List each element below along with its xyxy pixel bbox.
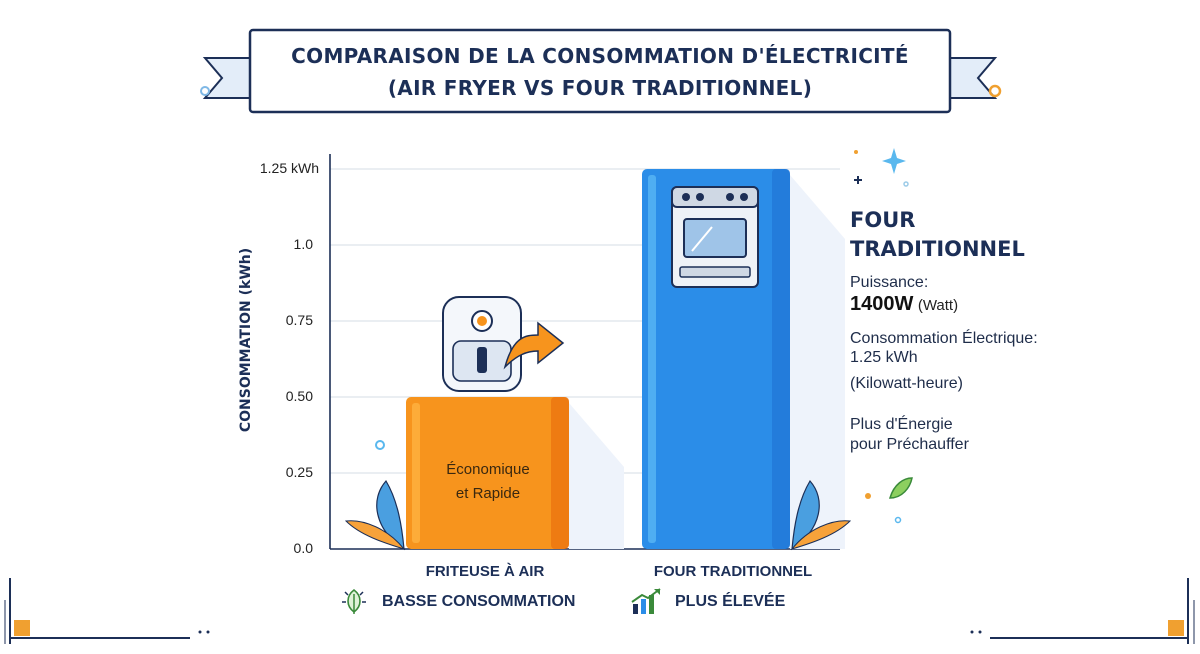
y-tick-label: 1.25 kWh xyxy=(259,160,319,176)
bar xyxy=(406,397,569,549)
y-tick-label: 0.25 xyxy=(285,464,313,480)
power-row: 1400W (Watt) xyxy=(850,293,958,316)
chart-title: COMPARAISON DE LA CONSOMMATION D'ÉLECTRI… xyxy=(262,40,938,104)
title-banner xyxy=(200,28,1002,114)
bar-side xyxy=(772,169,790,549)
bar-shadow xyxy=(790,175,845,549)
consumption-unit: (Kilowatt-heure) xyxy=(850,375,963,392)
corner-ornament-left xyxy=(4,578,210,644)
y-axis-label: CONSOMMATION (kWh) xyxy=(238,247,254,433)
x-tick-label-air-fryer: FRITEUSE À AIR xyxy=(425,563,545,580)
arrow-icon xyxy=(503,321,565,370)
consumption-value: 1.25 kWh xyxy=(850,349,918,366)
title-line-1: COMPARAISON DE LA CONSOMMATION D'ÉLECTRI… xyxy=(291,44,909,68)
badge-low-consumption: BASSE CONSOMMATION xyxy=(382,593,576,610)
y-tick-label: 0.50 xyxy=(285,388,313,404)
bar-highlight xyxy=(648,175,656,543)
badge-higher: PLUS ÉLEVÉE xyxy=(675,593,786,610)
leaf-icon xyxy=(344,520,406,550)
corner-ornament-right xyxy=(970,578,1195,644)
bar-shadow xyxy=(569,403,624,549)
bar-annotation: Économique et Rapide xyxy=(408,458,568,506)
y-tick-label: 0.75 xyxy=(285,312,313,328)
title-line-2: (AIR FRYER VS FOUR TRADITIONNEL) xyxy=(387,76,813,100)
leaf-bulb-icon xyxy=(342,588,366,614)
y-tick-label: 1.0 xyxy=(293,236,313,252)
consumption-label: Consommation Électrique: xyxy=(850,330,1038,347)
oven-icon xyxy=(671,186,759,288)
leaf-icon xyxy=(376,479,405,551)
leaf-icon xyxy=(791,479,820,551)
power-label: Puissance: xyxy=(850,274,929,291)
power-unit: (Watt) xyxy=(917,297,959,314)
bar-side xyxy=(551,397,569,549)
info-title-line-1: FOUR xyxy=(850,208,916,232)
deco-circle xyxy=(200,86,210,96)
x-tick-label-oven: FOUR TRADITIONNEL xyxy=(653,563,813,580)
oven-info-panel: FOUR TRADITIONNEL xyxy=(850,206,1025,264)
y-tick-label: 0.0 xyxy=(293,540,313,556)
leaf-icon xyxy=(865,477,913,524)
note-line-2: pour Préchauffer xyxy=(850,436,969,453)
bar-highlight xyxy=(412,403,420,543)
air-fryer-icon xyxy=(442,296,522,392)
leaf-icon xyxy=(790,520,852,550)
sparkle-icon xyxy=(854,148,909,187)
deco-dots xyxy=(375,440,385,450)
bar-annotation-line: Économique xyxy=(446,461,530,478)
note-line-1: Plus d'Énergie xyxy=(850,416,953,433)
info-title-line-2: TRADITIONNEL xyxy=(850,237,1025,261)
ribbon-body xyxy=(248,28,952,114)
bar-annotation-line: et Rapide xyxy=(455,485,521,502)
power-value: 1400W xyxy=(850,293,914,315)
deco-circle xyxy=(988,84,1002,98)
rising-chart-icon xyxy=(631,588,661,614)
